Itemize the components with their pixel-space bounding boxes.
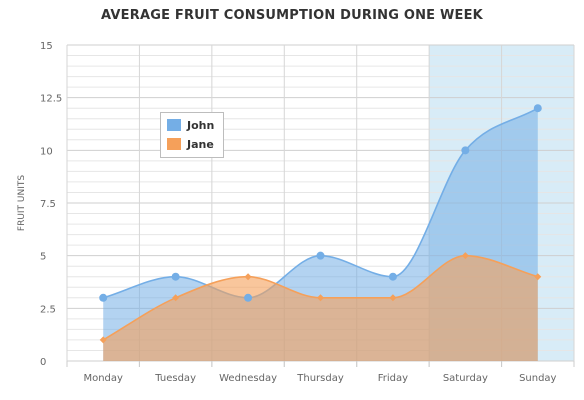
data-point-john <box>461 146 470 155</box>
legend: John Jane <box>160 112 224 158</box>
y-tick-label: 7.5 <box>40 199 56 210</box>
data-point-jane <box>389 294 397 302</box>
data-point-john <box>388 272 397 281</box>
x-tick-label: Tuesday <box>154 373 196 384</box>
legend-item-john: John <box>167 118 214 132</box>
chart-title: AVERAGE FRUIT CONSUMPTION DURING ONE WEE… <box>101 8 483 23</box>
data-point-jane <box>244 273 252 281</box>
data-point-john <box>99 293 108 302</box>
legend-swatch-john <box>167 119 181 131</box>
y-tick-label: 0 <box>40 357 46 368</box>
data-point-john <box>244 293 253 302</box>
legend-label-john: John <box>187 118 215 132</box>
y-axis-label: FRUIT UNITS <box>17 175 27 232</box>
x-tick-label: Saturday <box>443 373 488 384</box>
x-tick-label: Monday <box>83 373 123 384</box>
y-tick-label: 15 <box>40 41 53 52</box>
y-tick-label: 12.5 <box>40 94 62 105</box>
legend-label-jane: Jane <box>187 137 214 151</box>
y-tick-label: 5 <box>40 252 46 263</box>
x-tick-label: Friday <box>378 373 408 384</box>
x-tick-label: Thursday <box>296 373 344 384</box>
legend-swatch-jane <box>167 138 181 150</box>
data-point-john <box>316 251 325 260</box>
data-point-jane <box>317 294 324 302</box>
data-point-jane <box>461 252 469 260</box>
data-point-john <box>171 272 180 281</box>
x-tick-label: Wednesday <box>219 373 277 384</box>
data-point-jane <box>99 336 107 344</box>
data-point-jane <box>172 294 180 302</box>
series-area-jane <box>103 255 538 361</box>
data-point-john <box>533 104 542 113</box>
legend-item-jane: Jane <box>167 137 214 151</box>
x-tick-label: Sunday <box>519 373 556 384</box>
y-tick-label: 2.5 <box>40 304 56 315</box>
data-point-jane <box>534 273 542 281</box>
y-tick-label: 10 <box>40 146 53 157</box>
